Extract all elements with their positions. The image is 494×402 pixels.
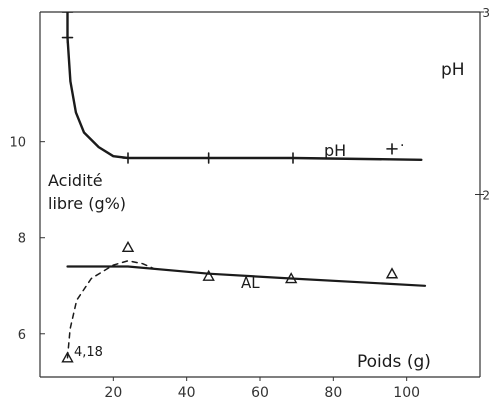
ph-point-5 bbox=[287, 152, 299, 164]
al-annotation-4-18: 4,18 bbox=[74, 345, 103, 360]
chart-labels: Acidité libre (g%) pH Poids (g) pH AL · … bbox=[48, 60, 465, 372]
right-tick-label-3: 3 bbox=[482, 6, 490, 20]
x-tick-label-80: 80 bbox=[324, 385, 342, 401]
tick-layer: 20 40 60 80 100 6 8 10 2 3 bbox=[9, 6, 490, 401]
al-point-1 bbox=[61, 351, 74, 363]
al-series-line bbox=[66, 265, 427, 287]
al-point-4 bbox=[284, 272, 298, 284]
ph-extra-mark: · bbox=[400, 138, 404, 154]
ph-point-3 bbox=[122, 152, 134, 164]
right-axis-label: pH bbox=[441, 60, 465, 80]
al-point-3 bbox=[202, 269, 215, 281]
left-tick-label-8: 8 bbox=[18, 232, 26, 247]
ph-series-line bbox=[66, 12, 423, 161]
x-tick-label-40: 40 bbox=[178, 385, 196, 401]
left-axis-label-line-1: Acidité bbox=[48, 171, 103, 190]
ph-point-1 bbox=[61, 12, 74, 18]
series-layer bbox=[61, 12, 427, 363]
ph-point-4 bbox=[202, 152, 215, 164]
ph-series-label: pH bbox=[324, 141, 346, 160]
x-tick-label-60: 60 bbox=[251, 385, 269, 401]
al-dashed-line bbox=[66, 260, 155, 359]
al-point-5 bbox=[385, 267, 399, 279]
left-axis-label-line-2: libre (g%) bbox=[48, 194, 126, 213]
left-tick-label-10: 10 bbox=[9, 136, 26, 151]
right-tick-label-2: 2 bbox=[482, 189, 490, 203]
x-tick-label-20: 20 bbox=[104, 385, 122, 401]
al-point-2 bbox=[121, 240, 135, 253]
x-tick-label-100: 100 bbox=[393, 385, 420, 401]
al-series-label: AL bbox=[241, 274, 260, 292]
left-tick-label-6: 6 bbox=[18, 328, 26, 343]
ph-point-6 bbox=[386, 143, 398, 155]
ph-point-2 bbox=[61, 31, 74, 44]
x-axis-label: Poids (g) bbox=[357, 352, 431, 372]
